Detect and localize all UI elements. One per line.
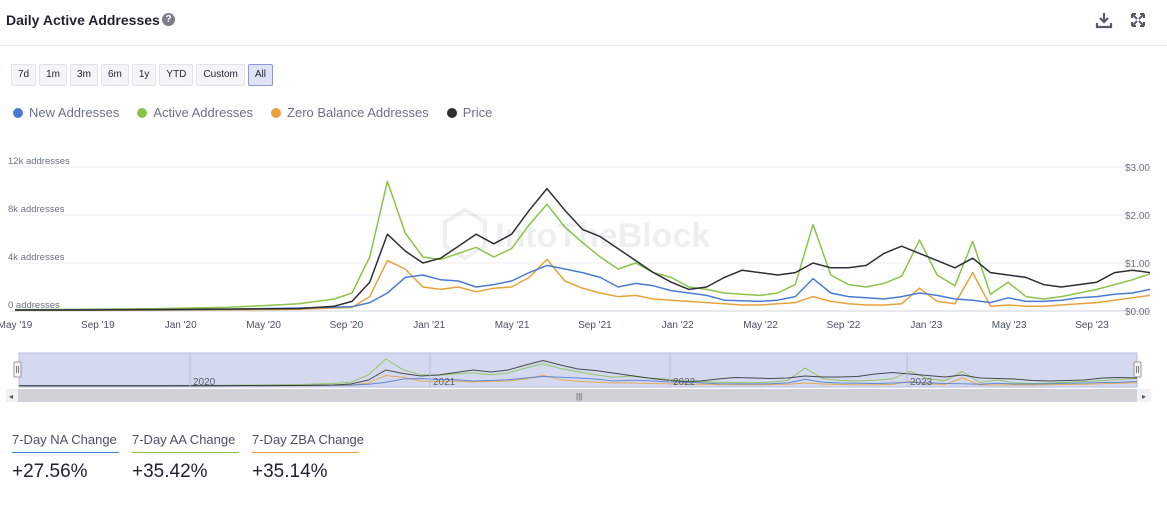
- x-tick-label: May '23: [992, 320, 1027, 331]
- y-right-tick-label: $0.00: [1125, 307, 1150, 318]
- navigator-selection: [18, 352, 1138, 388]
- stat-label: 7-Day NA Change: [12, 432, 119, 453]
- series-line-zero-balance-addresses: [14, 258, 1151, 312]
- chart-legend: New Addresses Active Addresses Zero Balanc…: [13, 105, 492, 120]
- x-tick-label: Sep '22: [827, 320, 861, 331]
- watermark: IntoTheBlock: [443, 207, 710, 261]
- stat-label: 7-Day ZBA Change: [252, 432, 364, 453]
- y-right-tick-label: $2.00: [1125, 211, 1150, 222]
- stat-value: +27.56%: [12, 461, 88, 482]
- range-button-all[interactable]: All: [247, 64, 273, 86]
- navigator-year-label: 2022: [673, 377, 696, 388]
- navigator-chart[interactable]: 2020 2021 2022 2023 ◂ ▸ |||: [0, 350, 1167, 405]
- legend-item[interactable]: Active Addresses: [137, 105, 253, 120]
- scrollbar-grip-icon: |||: [576, 392, 582, 401]
- stats-row: 7-Day NA Change +27.56% 7-Day AA Change +35…: [12, 432, 364, 483]
- navigator-handle-left: [13, 361, 22, 378]
- stat-card: 7-Day ZBA Change +35.14%: [252, 432, 364, 483]
- range-button-1y[interactable]: 1y: [131, 64, 157, 86]
- download-icon[interactable]: [1094, 10, 1114, 30]
- legend-label: Active Addresses: [153, 105, 254, 120]
- stat-label: 7-Day AA Change: [132, 432, 239, 453]
- svg-text:IntoTheBlock: IntoTheBlock: [495, 217, 710, 255]
- range-button-3m[interactable]: 3m: [70, 64, 98, 86]
- x-tick-label: Sep '21: [578, 320, 612, 331]
- range-button-1m[interactable]: 1m: [39, 64, 68, 86]
- stat-value: +35.14%: [252, 461, 328, 482]
- range-button-7d[interactable]: 7d: [11, 64, 37, 86]
- time-range-selector: 7d 1m 3m 6m 1y YTD Custom All: [11, 64, 273, 86]
- navigator-series-line: [19, 359, 1138, 387]
- x-tick-label: Sep '23: [1075, 320, 1109, 331]
- stat-value: +35.42%: [132, 461, 208, 482]
- navigator-year-label: 2020: [193, 377, 216, 388]
- legend-marker: [271, 107, 282, 118]
- scroll-left-arrow-icon: ◂: [9, 392, 13, 401]
- legend-marker: [13, 107, 23, 118]
- x-tick-label: Jan '21: [413, 320, 445, 331]
- x-tick-label: Jan '23: [910, 320, 942, 331]
- x-tick-label: Sep '20: [330, 320, 364, 331]
- legend-marker: [137, 107, 148, 118]
- page-title: Daily Active Addresses: [6, 12, 160, 28]
- y-left-tick-label: 4k addresses: [8, 252, 65, 263]
- y-left-tick-label: 0 addresses: [8, 300, 60, 311]
- x-tick-label: Jan '20: [165, 320, 197, 331]
- main-chart: 0 addresses 4k addresses 8k addresses 12k a…: [0, 156, 1151, 331]
- navigator-year-label: 2021: [433, 377, 456, 388]
- range-button-custom[interactable]: Custom: [196, 64, 245, 86]
- x-tick-label: May '20: [246, 320, 281, 331]
- stat-card: 7-Day NA Change +27.56%: [12, 432, 119, 483]
- question-circle-icon[interactable]: ?: [162, 13, 175, 26]
- scroll-right-arrow-icon: ▸: [1142, 392, 1146, 401]
- y-right-tick-label: $3.00: [1125, 163, 1150, 174]
- x-tick-label: May '19: [0, 320, 33, 331]
- x-tick-label: Sep '19: [81, 320, 115, 331]
- x-tick-label: May '21: [495, 320, 530, 331]
- legend-item[interactable]: Price: [446, 105, 493, 120]
- x-tick-label: May '22: [743, 320, 778, 331]
- range-button-6m[interactable]: 6m: [100, 64, 129, 86]
- range-button-ytd[interactable]: YTD: [159, 64, 194, 86]
- navigator-year-label: 2023: [910, 377, 933, 388]
- expand-icon[interactable]: [1128, 10, 1148, 30]
- navigator-series-line: [19, 375, 1138, 387]
- legend-label: Zero Balance Addresses: [287, 105, 429, 120]
- legend-item[interactable]: New Addresses: [13, 105, 119, 120]
- y-left-tick-label: 8k addresses: [8, 204, 65, 215]
- legend-marker: [446, 107, 457, 118]
- legend-label: New Addresses: [29, 105, 120, 120]
- series-line-new-addresses: [14, 264, 1151, 311]
- scrollbar-thumb: [18, 389, 1137, 402]
- navigator-handle-right: [1133, 361, 1142, 378]
- series-line-price: [15, 187, 1151, 311]
- stat-card: 7-Day AA Change +35.42%: [132, 432, 239, 483]
- x-tick-label: Jan '22: [662, 320, 694, 331]
- chart-header: Daily Active Addresses ?: [0, 0, 1167, 46]
- y-left-tick-label: 12k addresses: [8, 156, 70, 167]
- legend-item[interactable]: Zero Balance Addresses: [271, 105, 429, 120]
- grid-lines: [10, 166, 1150, 312]
- y-right-tick-label: $1.00: [1125, 259, 1150, 270]
- legend-label: Price: [462, 105, 493, 120]
